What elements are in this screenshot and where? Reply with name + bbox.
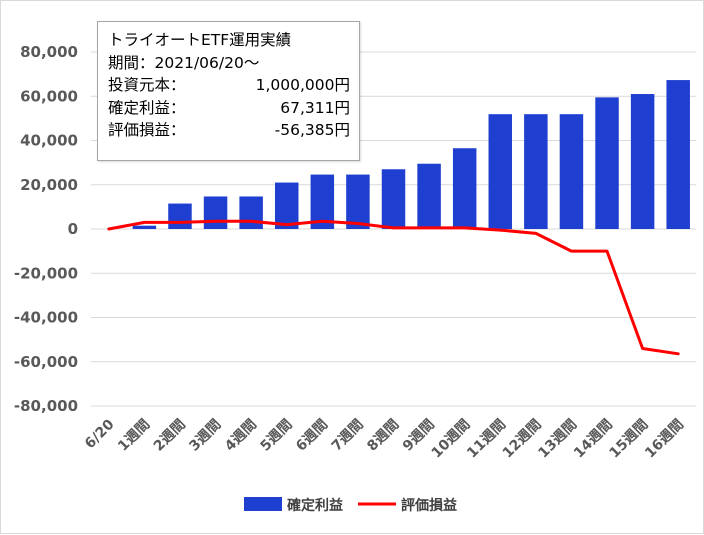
bar-profit (133, 226, 156, 229)
bar-profit (489, 114, 512, 229)
x-axis-ticks: 6/201週間2週間3週間4週間5週間6週間7週間8週間9週間10週間11週間1… (82, 416, 687, 461)
y-tick-label: 0 (68, 220, 78, 238)
x-tick-label: 1週間 (115, 417, 153, 455)
info-value: 67,311円 (228, 97, 350, 120)
info-label: 確定利益： (108, 97, 228, 120)
x-tick-label: 3週間 (186, 417, 224, 455)
info-value: -56,385円 (228, 119, 350, 142)
x-tick-label: 16週間 (642, 417, 687, 462)
info-title: トライオートETF運用実績 (108, 29, 359, 52)
y-tick-label: 20,000 (20, 176, 78, 194)
bar-profit (382, 169, 405, 229)
bar-profit (595, 97, 618, 229)
line-series-unrealized (109, 221, 678, 354)
y-tick-label: -40,000 (14, 309, 78, 327)
bar-profit (275, 183, 298, 229)
x-tick-label: 8週間 (364, 417, 402, 455)
legend: 確定利益 評価損益 (244, 497, 457, 514)
bar-profit (666, 80, 689, 229)
info-value: 1,000,000円 (228, 74, 350, 97)
y-tick-label: -80,000 (14, 397, 78, 415)
x-tick-label: 5週間 (258, 417, 296, 455)
x-tick-label: 6/20 (82, 416, 118, 452)
x-tick-label: 11週間 (464, 417, 509, 462)
info-row-realized: 確定利益： 67,311円 (108, 97, 359, 120)
bar-profit (560, 114, 583, 229)
y-tick-label: 40,000 (20, 132, 78, 150)
bar-profit (524, 114, 547, 229)
y-axis-ticks: 80,000 60,000 40,000 20,000 0 -20,000 -40,000 -… (14, 43, 78, 415)
x-tick-label: 15週間 (607, 417, 652, 462)
x-tick-label: 6週間 (293, 417, 331, 455)
x-tick-label: 14週間 (571, 417, 616, 462)
x-tick-label: 4週間 (222, 417, 260, 455)
y-tick-label: 60,000 (20, 87, 78, 105)
x-tick-label: 2週間 (151, 417, 189, 455)
y-tick-label: 80,000 (20, 43, 78, 61)
info-period: 期間：2021/06/20～ (108, 52, 359, 75)
bar-profit (453, 148, 476, 229)
bar-profit (346, 175, 369, 229)
bar-profit (168, 204, 191, 229)
x-tick-label: 12週間 (500, 417, 545, 462)
bar-profit (631, 94, 654, 229)
x-tick-label: 10週間 (429, 417, 474, 462)
legend-bar-swatch (244, 497, 282, 511)
y-tick-label: -20,000 (14, 264, 78, 282)
x-tick-label: 13週間 (535, 417, 580, 462)
info-row-principal: 投資元本： 1,000,000円 (108, 74, 359, 97)
bar-profit (204, 196, 227, 229)
info-row-unrealized: 評価損益： -56,385円 (108, 119, 359, 142)
legend-line-label: 評価損益 (401, 497, 457, 514)
line-unrealized (109, 221, 678, 353)
bar-profit (239, 196, 262, 229)
info-label: 投資元本： (108, 74, 228, 97)
y-tick-label: -60,000 (14, 353, 78, 371)
x-tick-label: 7週間 (329, 417, 367, 455)
info-box: トライオートETF運用実績 期間：2021/06/20～ 投資元本： 1,000… (97, 21, 360, 161)
bar-profit (417, 164, 440, 229)
legend-bar-label: 確定利益 (287, 497, 343, 514)
info-label: 評価損益： (108, 119, 228, 142)
